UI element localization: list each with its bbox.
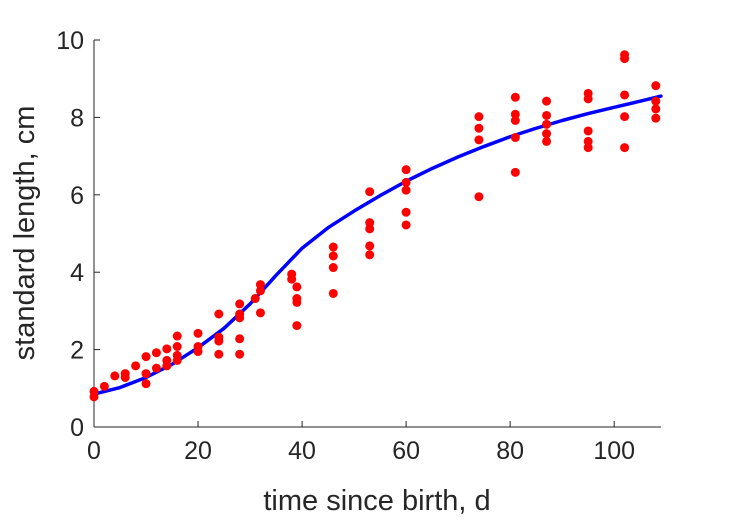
data-point bbox=[651, 104, 661, 114]
data-point bbox=[365, 250, 375, 260]
x-tick-label: 20 bbox=[184, 437, 212, 465]
data-point bbox=[510, 115, 520, 125]
x-tick-label: 80 bbox=[496, 437, 524, 465]
data-point bbox=[255, 280, 265, 290]
data-point bbox=[214, 309, 224, 319]
data-point bbox=[193, 328, 203, 338]
data-point bbox=[131, 361, 141, 371]
data-point bbox=[401, 220, 411, 230]
tick-labels-layer: 0 20 40 60 80 100 0 2 4 6 8 10 bbox=[56, 27, 635, 465]
data-point bbox=[474, 135, 484, 145]
data-point bbox=[120, 372, 130, 382]
data-point bbox=[474, 112, 484, 122]
data-point bbox=[89, 392, 99, 402]
data-point bbox=[583, 94, 593, 104]
data-point bbox=[401, 185, 411, 195]
data-point bbox=[542, 129, 552, 139]
data-point bbox=[328, 251, 338, 261]
data-point bbox=[110, 371, 120, 381]
data-point bbox=[214, 336, 224, 346]
y-tick-label: 8 bbox=[70, 104, 84, 132]
data-point bbox=[620, 90, 630, 100]
x-tick-label: 60 bbox=[392, 437, 420, 465]
data-point bbox=[172, 342, 182, 352]
fit-curve bbox=[92, 94, 663, 396]
data-point bbox=[651, 96, 661, 106]
data-point bbox=[328, 242, 338, 252]
y-tick-label: 2 bbox=[70, 337, 84, 365]
data-point bbox=[235, 299, 245, 309]
data-point bbox=[287, 274, 297, 284]
data-point bbox=[235, 349, 245, 359]
data-point bbox=[620, 112, 630, 122]
data-point bbox=[651, 81, 661, 91]
data-point bbox=[510, 133, 520, 143]
data-point bbox=[214, 349, 224, 359]
x-axis-title: time since birth, d bbox=[263, 485, 490, 517]
data-point bbox=[365, 241, 375, 251]
x-tick-label: 0 bbox=[87, 437, 101, 465]
data-points-layer bbox=[89, 50, 661, 402]
data-point bbox=[365, 218, 375, 228]
y-axis-title: standard length, cm bbox=[9, 106, 41, 361]
data-point bbox=[162, 361, 172, 371]
data-point bbox=[365, 224, 375, 234]
data-point bbox=[292, 282, 302, 292]
data-point bbox=[510, 167, 520, 177]
data-point bbox=[235, 334, 245, 344]
data-point bbox=[151, 348, 161, 358]
y-tick-label: 4 bbox=[70, 259, 84, 287]
data-point bbox=[510, 92, 520, 102]
data-point bbox=[401, 207, 411, 217]
data-point bbox=[542, 96, 552, 106]
data-point bbox=[651, 113, 661, 123]
data-point bbox=[365, 187, 375, 197]
data-point bbox=[583, 143, 593, 153]
data-point bbox=[292, 297, 302, 307]
y-tick-label: 6 bbox=[70, 182, 84, 210]
data-point bbox=[141, 352, 151, 362]
data-point bbox=[141, 369, 151, 379]
data-point bbox=[401, 177, 411, 187]
x-tick-label: 40 bbox=[288, 437, 316, 465]
data-point bbox=[474, 123, 484, 133]
data-point bbox=[583, 136, 593, 146]
data-point bbox=[292, 321, 302, 331]
data-point bbox=[162, 344, 172, 354]
data-point bbox=[620, 54, 630, 64]
y-tick-label: 0 bbox=[70, 414, 84, 442]
data-point bbox=[255, 308, 265, 318]
x-tick-label: 100 bbox=[593, 437, 635, 465]
fit-curve-layer bbox=[92, 94, 663, 396]
data-point bbox=[474, 192, 484, 202]
data-point bbox=[542, 110, 552, 120]
data-point bbox=[328, 263, 338, 273]
data-point bbox=[401, 165, 411, 175]
y-tick-label: 10 bbox=[56, 27, 84, 55]
data-point bbox=[328, 288, 338, 298]
data-point bbox=[172, 355, 182, 365]
data-point bbox=[172, 331, 182, 341]
data-point bbox=[250, 294, 260, 304]
data-point bbox=[193, 347, 203, 357]
data-point bbox=[583, 126, 593, 136]
data-point bbox=[141, 379, 151, 389]
data-point bbox=[235, 313, 245, 323]
data-point bbox=[151, 363, 161, 373]
data-point bbox=[542, 119, 552, 129]
axes bbox=[93, 39, 661, 428]
data-point bbox=[99, 381, 109, 391]
data-point bbox=[542, 136, 552, 146]
data-point bbox=[255, 286, 265, 296]
data-point bbox=[510, 109, 520, 119]
data-point bbox=[620, 143, 630, 153]
